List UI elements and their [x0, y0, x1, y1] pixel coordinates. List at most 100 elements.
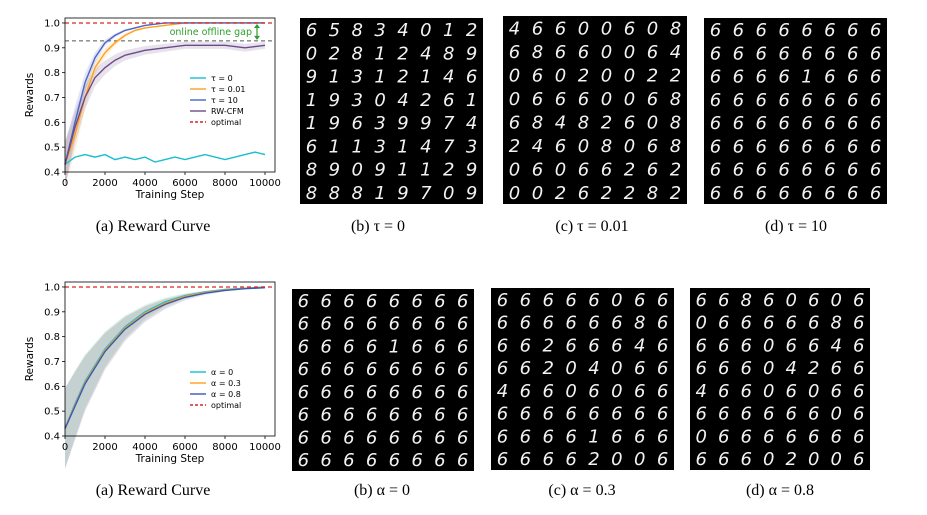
sample-digit: 6 — [763, 290, 774, 311]
sample-digit: 6 — [657, 449, 668, 470]
sample-digit: 6 — [710, 136, 721, 157]
sample-digit: 6 — [710, 160, 721, 181]
sample-digit: 4 — [532, 136, 543, 157]
sample-digit: 6 — [366, 427, 377, 448]
y-tick-label: 0.8 — [44, 68, 60, 79]
sample-digit: 6 — [808, 426, 819, 447]
sample-digit: 6 — [824, 43, 835, 64]
sample-digit: 6 — [853, 358, 864, 379]
sample-digit: 0 — [611, 290, 622, 311]
x-tick-label: 2000 — [92, 178, 117, 189]
sample-digit: 6 — [778, 43, 789, 64]
legend-label: τ = 0 — [211, 74, 233, 83]
sample-digit: 6 — [434, 382, 445, 403]
caption-b-bottom: (b) α = 0 — [354, 482, 410, 499]
sample-digit: 6 — [801, 183, 812, 204]
sample-digit: 8 — [670, 18, 681, 39]
sample-digit: 0 — [647, 18, 658, 39]
sample-digit: 6 — [718, 449, 729, 470]
sample-digit: 6 — [343, 382, 354, 403]
sample-digit: 2 — [647, 65, 658, 86]
sample-digit: 0 — [601, 18, 612, 39]
sample-digit: 6 — [366, 359, 377, 380]
sample-digit: 6 — [870, 90, 881, 111]
sample-digit: 7 — [443, 113, 455, 134]
y-tick-label: 0.4 — [44, 432, 60, 443]
sample-digit: 6 — [520, 335, 531, 356]
sample-digit: 6 — [778, 67, 789, 88]
sample-digit: 0 — [509, 89, 520, 110]
sample-digit: 0 — [831, 404, 842, 425]
sample-digit: 6 — [647, 89, 658, 110]
sample-digit: 1 — [351, 136, 362, 157]
sample-digit: 6 — [509, 112, 520, 133]
legend-label: RW-CFM — [211, 107, 244, 116]
sample-digit: 6 — [565, 313, 576, 334]
sample-digit: 9 — [329, 160, 340, 181]
sample-digit: 4 — [831, 335, 842, 356]
sample-digit: 4 — [397, 20, 408, 41]
sample-digit: 9 — [466, 43, 477, 64]
sample-digit: 6 — [801, 20, 812, 41]
sample-digit: 6 — [831, 381, 842, 402]
sample-digit: 1 — [466, 90, 477, 111]
sample-digit: 2 — [624, 183, 635, 204]
sample-digit: 0 — [763, 335, 774, 356]
sample-digit: 6 — [611, 335, 622, 356]
gap-annotation: online offline gap — [170, 27, 252, 38]
sample-digit: 9 — [329, 113, 340, 134]
x-tick-label: 4000 — [132, 178, 157, 189]
sample-digit: 6 — [457, 427, 468, 448]
sample-digit: 6 — [611, 404, 622, 425]
sample-digit: 6 — [306, 136, 317, 157]
sample-digit: 6 — [710, 90, 721, 111]
sample-digit: 0 — [624, 136, 635, 157]
legend-label: τ = 0.01 — [211, 85, 245, 94]
sample-digit: 6 — [786, 313, 797, 334]
sample-digit: 4 — [509, 18, 520, 39]
sample-digit: 0 — [696, 426, 707, 447]
sample-digit: 0 — [831, 449, 842, 470]
sample-digit: 6 — [389, 382, 400, 403]
y-tick-label: 0.5 — [44, 143, 60, 154]
sample-digit: 6 — [320, 427, 331, 448]
sample-digit: 9 — [374, 160, 385, 181]
sample-digit: 6 — [870, 160, 881, 181]
sample-digit: 0 — [555, 159, 566, 180]
sample-digit: 6 — [801, 136, 812, 157]
sample-digit: 6 — [298, 336, 309, 357]
sample-digit: 1 — [329, 67, 340, 88]
y-axis-label: Rewards — [24, 337, 36, 382]
sample-digit: 4 — [420, 136, 431, 157]
sample-digit: 6 — [343, 427, 354, 448]
sample-digit: 1 — [374, 183, 385, 204]
sample-digit: 6 — [847, 113, 858, 134]
caption-d-top: (d) τ = 10 — [765, 218, 827, 235]
sample-digit: 6 — [298, 450, 309, 471]
sample-digit: 6 — [634, 404, 645, 425]
sample-digit: 0 — [808, 449, 819, 470]
sample-digit: 6 — [786, 426, 797, 447]
sample-grid-background — [690, 288, 870, 470]
series-line-0 — [64, 151, 266, 166]
sample-digit: 0 — [578, 18, 589, 39]
sample-digit: 0 — [696, 313, 707, 334]
sample-digit: 6 — [824, 90, 835, 111]
sample-digit: 6 — [786, 404, 797, 425]
sample-digit: 6 — [532, 89, 543, 110]
sample-digit: 6 — [320, 291, 331, 312]
sample-digit: 6 — [588, 313, 599, 334]
sample-digit: 6 — [411, 359, 422, 380]
sample-digit: 6 — [298, 382, 309, 403]
sample-digit: 6 — [366, 405, 377, 426]
band-1 — [65, 287, 265, 469]
sample-digit: 4 — [634, 335, 645, 356]
sample-digit: 6 — [824, 183, 835, 204]
sample-digit: 6 — [565, 290, 576, 311]
sample-digit: 0 — [763, 381, 774, 402]
sample-digit: 6 — [532, 65, 543, 86]
x-tick-label: 0 — [62, 178, 68, 189]
sample-digit: 6 — [624, 112, 635, 133]
sample-digit: 0 — [647, 112, 658, 133]
gap-arrow-head — [254, 35, 260, 40]
